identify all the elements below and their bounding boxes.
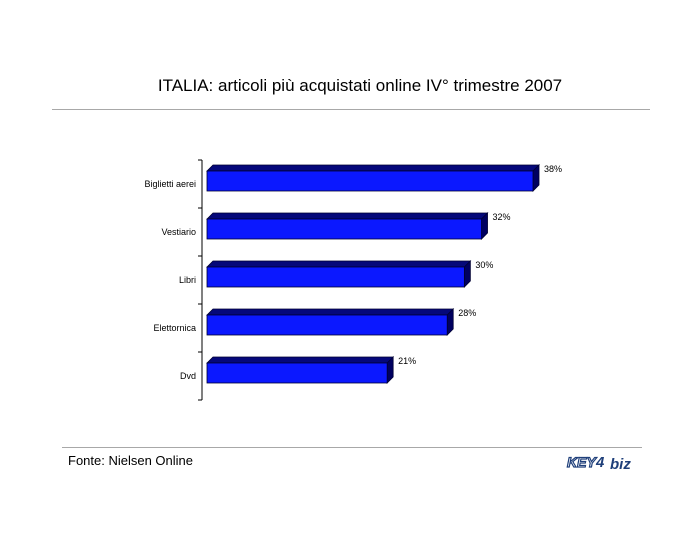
category-label: Vestiario: [161, 227, 196, 237]
category-label: Dvd: [180, 371, 196, 381]
logo-text-biz: biz: [610, 456, 631, 473]
bar-top-face: [206, 356, 395, 364]
bar-front-face: [206, 218, 482, 240]
bottom-divider: [62, 447, 642, 448]
value-label: 30%: [475, 260, 493, 270]
chart-labels: Biglietti aerei 38% Vestiario 32% Libri 30% El…: [144, 164, 562, 381]
bar-top-face: [206, 164, 540, 172]
page-title: ITALIA: articoli più acquistati online I…: [157, 76, 563, 95]
category-label: Biglietti aerei: [144, 179, 196, 189]
bar-5: [206, 356, 395, 384]
chart-bars: [206, 164, 540, 384]
key4biz-logo: KEY 4 biz: [566, 453, 631, 473]
bar-top-face: [206, 260, 472, 268]
top-divider: [52, 109, 650, 110]
value-label: 21%: [398, 356, 416, 366]
bar-front-face: [206, 314, 448, 336]
category-label: Libri: [179, 275, 196, 285]
logo-text-four: 4: [595, 454, 605, 471]
category-label: Elettornica: [153, 323, 196, 333]
bar-front-face: [206, 362, 388, 384]
bar-3: [206, 260, 472, 288]
value-label: 28%: [458, 308, 476, 318]
bar-front-face: [206, 266, 465, 288]
value-label: 38%: [544, 164, 562, 174]
bar-front-face: [206, 170, 534, 192]
bar-top-face: [206, 212, 489, 220]
bar-2: [206, 212, 489, 240]
source-note: Fonte: Nielsen Online: [68, 453, 194, 468]
chart-axis: [198, 159, 203, 401]
bar-top-face: [206, 308, 455, 316]
bar-1: [206, 164, 540, 192]
logo-text-key: KEY: [567, 454, 597, 470]
bar-4: [206, 308, 455, 336]
value-label: 32%: [493, 212, 511, 222]
